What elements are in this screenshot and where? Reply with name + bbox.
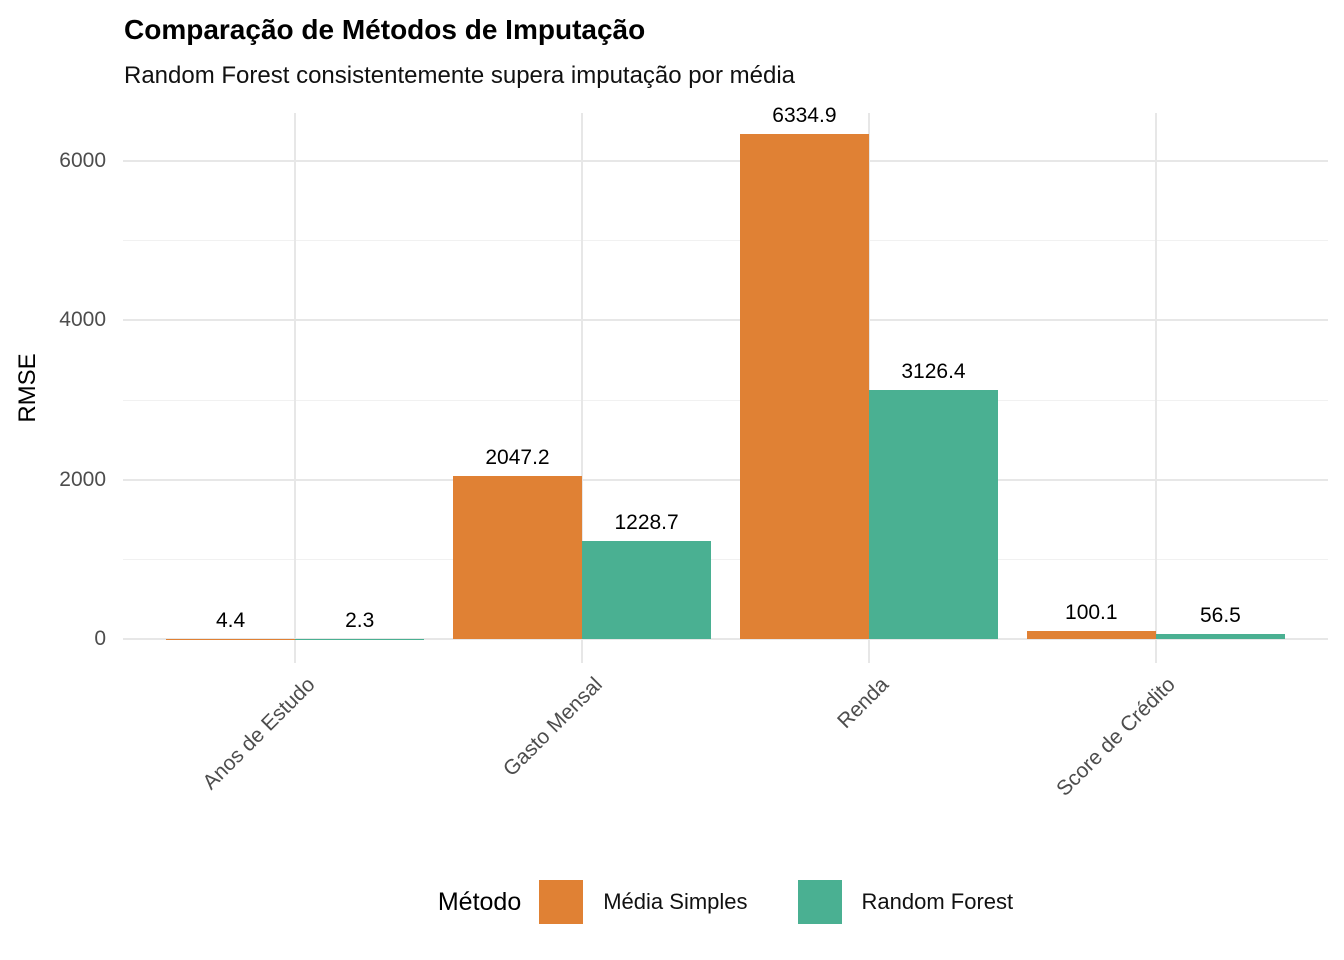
legend-item-label-1: Random Forest [861,889,1014,914]
y-tick-label-4000: 4000 [59,308,106,332]
chart-title: Comparação de Métodos de Imputação [124,14,646,45]
value-label-0-0: 4.4 [215,608,246,632]
gridline-major-6000 [123,160,1328,162]
bar-média-simples-2 [739,134,869,639]
legend-title: Método [437,887,522,916]
bar-random-forest-2 [868,389,999,639]
gridline-minor-1000 [123,558,1328,560]
gridline-vertical-2 [867,113,870,663]
value-label-0-1: 2.3 [345,608,375,632]
legend-item-label-0: Média Simples [603,889,748,914]
value-label-3-0: 100.1 [1065,601,1118,625]
value-label-2-1: 3126.4 [901,359,966,383]
bar-random-forest-3 [1155,634,1285,639]
x-tick-label-3: Score de Crédito [1052,673,1181,801]
value-label-2-0: 6334.9 [772,104,837,128]
value-label-3-1: 56.5 [1199,604,1241,628]
x-tick-label-0: Anos de Estudo [198,673,320,795]
value-label-1-1: 1228.7 [614,511,679,535]
plot-panel: 4.4 2.3 2047.2 1228.7 6334.9 3126.4 100.1 56.5 [123,104,1328,663]
y-tick-label-0: 0 [94,627,106,650]
value-label-1-0: 2047.2 [485,445,550,469]
gridline-minor-3000 [123,399,1328,401]
chart-subtitle: Random Forest consistentemente supera im… [124,62,796,89]
legend-items: Média Simples Random Forest [539,880,1013,924]
y-tick-label-6000: 6000 [59,149,106,172]
y-tick-label-2000: 2000 [59,467,106,491]
bar-random-forest-1 [582,541,712,639]
gridline-major-4000 [123,319,1328,322]
x-tick-label-2: Renda [833,673,894,734]
bar-média-simples-3 [1026,631,1156,639]
legend-item-média-simples: Média Simples [539,880,748,924]
gridline-major-0 [123,638,1328,640]
gridline-major-2000 [123,478,1328,481]
legend-swatch-1 [797,880,842,924]
legend: Método Média Simples Random Forest [123,878,1328,926]
bar-média-simples-1 [452,475,583,639]
gridline-vertical-1 [581,113,584,663]
legend-swatch-0 [539,880,584,924]
x-tick-label-1: Gasto Mensal [498,673,607,781]
gridline-minor-5000 [123,240,1328,242]
legend-item-random-forest: Random Forest [797,880,1014,924]
y-axis-title: RMSE [14,353,41,423]
gridline-vertical-3 [1154,113,1157,663]
gridline-vertical-0 [294,113,297,663]
